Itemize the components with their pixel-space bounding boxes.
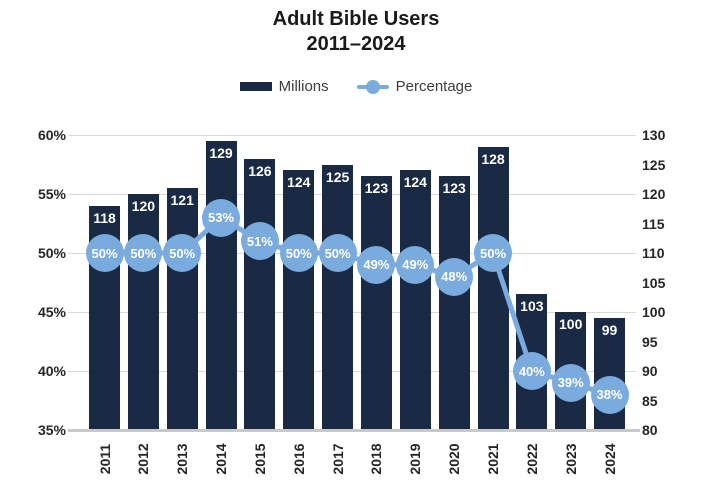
gridline: [68, 135, 636, 136]
percentage-point: 50%: [163, 234, 202, 272]
x-axis-label: 2013: [174, 443, 191, 475]
percentage-point-label: 49%: [402, 257, 429, 273]
bar-value-label: 129: [209, 144, 233, 161]
y-axis-left-label: 60%: [37, 127, 66, 143]
y-axis-left-label: 45%: [37, 304, 66, 320]
y-axis-right-label: 100: [642, 304, 666, 320]
y-axis-right-label: 120: [642, 186, 666, 202]
line-dot-icon: [356, 79, 389, 94]
percentage-point-label: 50%: [285, 245, 312, 261]
y-axis-left-label: 55%: [37, 186, 66, 202]
bar-value-label: 124: [403, 174, 427, 191]
bar-value-label: 128: [481, 150, 505, 167]
bar-value-label: 118: [93, 209, 116, 226]
bar: [166, 188, 198, 430]
bar-value-label: 120: [131, 198, 156, 214]
x-axis-label: 2024: [601, 443, 618, 475]
y-axis-right-label: 130: [642, 127, 666, 143]
bar: [127, 194, 159, 430]
y-axis-right-label: 125: [642, 156, 666, 173]
percentage-point-label: 50%: [91, 245, 118, 261]
y-axis-right-label: 80: [642, 422, 658, 438]
bar-value-label: 123: [442, 180, 466, 197]
bar: [438, 176, 470, 430]
percentage-point: 50%: [124, 234, 163, 272]
bar-value-label: 121: [170, 192, 194, 209]
bar: [283, 170, 315, 430]
y-axis-left-label: 40%: [37, 363, 66, 379]
percentage-point: 39%: [551, 363, 590, 402]
chart-title-line1: Adult Bible Users: [272, 8, 440, 30]
x-axis-label: 2012: [135, 443, 152, 475]
percentage-point-label: 53%: [208, 210, 235, 226]
percentage-point-label: 39%: [557, 375, 584, 391]
chart-title: Adult Bible Users 2011–2024: [0, 7, 712, 57]
y-axis-left-label: 35%: [37, 422, 66, 438]
percentage-point-label: 38%: [596, 387, 623, 403]
y-axis-right-label: 110: [642, 245, 665, 261]
percentage-point: 50%: [85, 234, 124, 272]
x-axis-label: 2020: [446, 443, 463, 475]
percentage-point: 49%: [357, 245, 396, 284]
bar-swatch-icon: [239, 82, 272, 91]
x-axis-label: 2011: [96, 443, 113, 475]
bar-value-label: 123: [364, 180, 389, 197]
percentage-point: 48%: [435, 257, 474, 296]
x-axis-label: 2016: [290, 443, 307, 475]
y-axis-right-label: 85: [642, 392, 658, 409]
x-axis-label: 2017: [329, 443, 346, 475]
percentage-point-label: 51%: [246, 233, 273, 249]
percentage-point: 50%: [318, 234, 357, 272]
percentage-point-label: 48%: [441, 269, 468, 285]
percentage-point-label: 40%: [518, 363, 545, 379]
x-axis-label: 2022: [523, 443, 540, 475]
legend-label-millions: Millions: [278, 78, 329, 95]
x-axis-label: 2018: [368, 443, 385, 475]
percentage-point: 53%: [202, 198, 241, 237]
percentage-point: 50%: [279, 234, 318, 272]
bar: [322, 164, 354, 430]
legend-item-percentage: Percentage: [356, 78, 473, 95]
y-axis-right-label: 95: [642, 333, 658, 350]
legend: Millions Percentage: [0, 78, 712, 95]
percentage-point: 50%: [474, 234, 512, 272]
bar-value-label: 99: [601, 321, 618, 338]
bar-value-label: 100: [559, 316, 583, 332]
x-axis-label: 2023: [562, 443, 579, 475]
y-axis-right-label: 115: [642, 215, 665, 232]
percentage-point-label: 50%: [169, 245, 196, 261]
bar-value-label: 126: [248, 162, 272, 179]
y-axis-left-label: 50%: [37, 245, 66, 261]
bar-value-label: 103: [520, 298, 544, 315]
percentage-point-label: 50%: [479, 245, 507, 261]
bar: [205, 140, 237, 430]
y-axis-right-label: 105: [642, 274, 666, 291]
x-axis-baseline: [68, 429, 640, 432]
percentage-point-label: 49%: [363, 257, 390, 273]
percentage-point-label: 50%: [130, 245, 157, 261]
chart-title-line2: 2011–2024: [306, 33, 406, 55]
percentage-point: 51%: [240, 222, 279, 261]
percentage-point-label: 50%: [324, 245, 351, 261]
x-axis-label: 2014: [213, 443, 230, 475]
percentage-point: 38%: [590, 375, 629, 414]
bar: [244, 158, 276, 430]
percentage-point: 49%: [396, 245, 435, 284]
x-axis-label: 2021: [485, 443, 501, 475]
bar-value-label: 124: [287, 174, 311, 191]
bar-value-label: 125: [325, 168, 350, 185]
bar: [399, 170, 431, 430]
x-axis-label: 2015: [251, 443, 268, 475]
percentage-point: 40%: [512, 352, 551, 390]
x-axis-label: 2019: [407, 443, 424, 475]
legend-item-millions: Millions: [239, 78, 329, 95]
y-axis-right-label: 90: [642, 363, 658, 379]
legend-label-percentage: Percentage: [395, 78, 473, 95]
bar: [360, 176, 392, 430]
